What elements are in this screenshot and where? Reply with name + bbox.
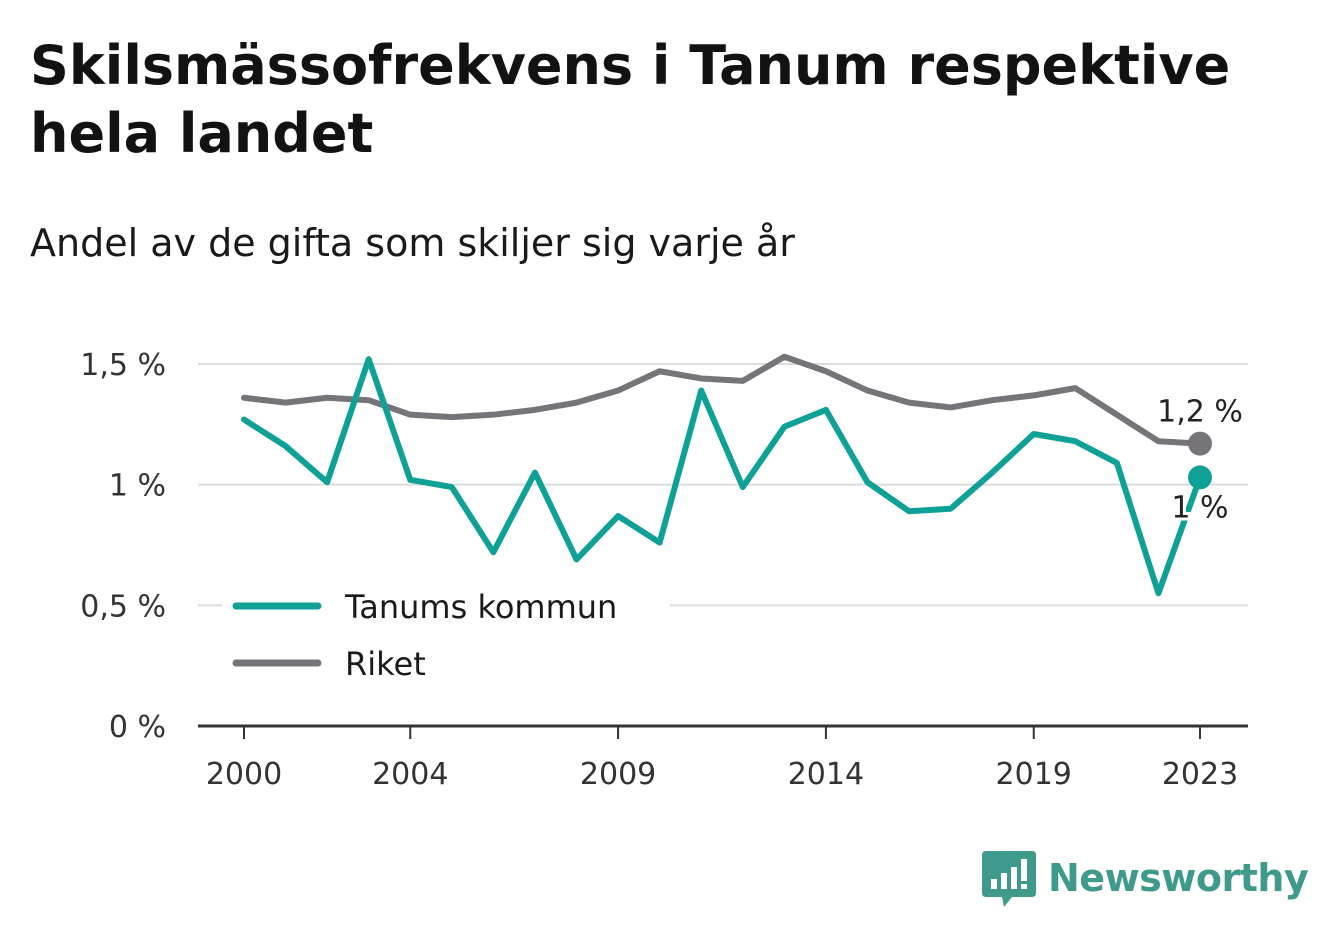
end-point-marker [1188, 465, 1212, 490]
x-tick-label: 2014 [788, 757, 864, 792]
end-value-label: 1 % [1171, 490, 1228, 525]
x-tick-label: 2023 [1162, 757, 1238, 792]
legend-label: Riket [345, 645, 426, 683]
legend-background [222, 578, 670, 696]
end-value-label: 1,2 % [1157, 395, 1243, 430]
series-line-tanum [241, 356, 1203, 597]
series-line-riket [241, 353, 1203, 447]
end-point-marker [1188, 431, 1212, 456]
newsworthy-logo-icon [982, 851, 1036, 907]
x-tick-label: 2019 [996, 757, 1072, 792]
end-labels: 1 % 1,2 % [1154, 392, 1246, 529]
series-lines [241, 353, 1203, 597]
legend: Tanums kommun Riket [222, 578, 670, 696]
y-tick-label: 1,5 % [80, 348, 166, 383]
chart-title: Skilsmässofrekvens i Tanum respektive he… [30, 34, 1231, 165]
legend-label: Tanums kommun [344, 588, 617, 626]
x-tick-label: 2009 [580, 757, 656, 792]
x-axis-ticks: 2000 2004 2009 2014 2019 2023 [206, 726, 1238, 792]
x-tick-label: 2000 [206, 757, 282, 792]
y-axis-ticks: 0 % 0,5 % 1 % 1,5 % [80, 348, 166, 745]
y-tick-label: 0,5 % [80, 589, 166, 624]
x-tick-label: 2004 [372, 757, 448, 792]
brand-name: Newsworthy [1048, 856, 1309, 900]
y-tick-label: 0 % [109, 710, 166, 745]
y-tick-label: 1 % [109, 469, 166, 504]
chart-subtitle: Andel av de gifta som skiljer sig varje … [30, 221, 795, 265]
newsworthy-brand: Newsworthy [980, 848, 1309, 908]
